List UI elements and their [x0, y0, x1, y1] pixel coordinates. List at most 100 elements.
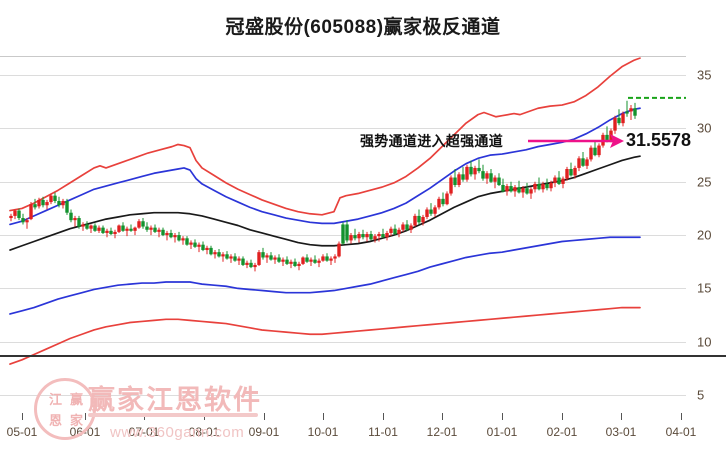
candle-body	[249, 262, 253, 268]
candle-body	[529, 189, 533, 194]
candle-body	[41, 199, 45, 206]
candle-body	[413, 215, 417, 226]
chart-plot-area	[0, 56, 686, 411]
x-axis-tick-label: 11-01	[368, 425, 398, 439]
watermark-seal-char: 恩	[48, 413, 62, 428]
page-title: 冠盛股份(605088)赢家极反通道	[225, 17, 501, 38]
candle-body	[105, 230, 109, 233]
y-axis-tick-label: 15	[697, 280, 712, 296]
x-axis-tick	[22, 413, 23, 420]
annotation-layer	[528, 96, 686, 148]
watermark-seal-char: 赢	[69, 392, 83, 407]
x-axis-tick-label: 05-01	[6, 425, 38, 439]
candle-body	[125, 228, 129, 231]
candle-body	[225, 254, 229, 259]
candle-body	[345, 224, 349, 241]
candle-body	[65, 200, 69, 213]
candle-body	[337, 243, 341, 257]
candle-body	[377, 234, 381, 237]
candle-body	[113, 231, 117, 235]
x-axis-tick-label: 10-01	[307, 425, 339, 439]
candle-body	[585, 159, 589, 166]
x-axis-tick	[621, 413, 622, 420]
x-axis-tick	[383, 413, 384, 420]
candle-body	[213, 252, 217, 255]
candle-body	[517, 187, 521, 193]
candle-body	[449, 177, 453, 194]
candle-body	[465, 166, 469, 180]
gridline	[0, 128, 686, 130]
candle-body	[29, 204, 33, 220]
candle-body	[77, 218, 81, 227]
x-axis-tick	[681, 413, 682, 420]
candle-body	[261, 252, 265, 258]
candle-body	[181, 238, 185, 241]
candle-body	[533, 183, 537, 190]
candle-body	[369, 234, 373, 240]
candle-body	[137, 221, 141, 228]
candle-body	[497, 177, 501, 185]
candle-body	[269, 255, 273, 260]
candle-body	[565, 169, 569, 179]
candle-body	[281, 259, 285, 262]
candle-body	[237, 258, 241, 261]
x-axis-tick	[264, 413, 265, 420]
candle-body	[121, 225, 125, 231]
candle-body	[301, 257, 305, 264]
watermark-seal-char: 家	[69, 413, 83, 428]
candle-body	[593, 147, 597, 156]
y-axis-tick-label: 5	[697, 387, 705, 403]
annotation-arrow-head	[610, 134, 624, 148]
candle-body	[357, 234, 361, 239]
x-axis-tick-label: 02-01	[546, 425, 578, 439]
candle-body	[581, 158, 585, 166]
candle-body	[433, 207, 437, 214]
candle-body	[525, 188, 529, 194]
candle-body	[245, 262, 249, 265]
watermark-brand: 赢家江恩软件	[88, 385, 262, 415]
candle-body	[197, 244, 201, 247]
candle-body	[289, 261, 293, 264]
candle-body	[313, 259, 317, 263]
candle-body	[145, 226, 149, 230]
candle-body	[461, 174, 465, 180]
channel-band-line	[9, 57, 641, 216]
x-axis-tick-label: 04-01	[665, 425, 697, 439]
x-axis-tick-label: 07-01	[128, 425, 160, 439]
candle-body	[37, 199, 41, 207]
candle-body	[241, 258, 245, 265]
candle-body	[97, 227, 101, 231]
candle-body	[421, 216, 425, 223]
y-axis-tick-label: 25	[697, 174, 712, 190]
candle-body	[49, 195, 53, 203]
y-axis-tick-label: 20	[697, 227, 712, 243]
candle-body	[201, 244, 205, 251]
candle-body	[329, 258, 333, 261]
candle-body	[33, 204, 37, 208]
candle-body	[157, 229, 161, 232]
gridline	[0, 75, 686, 77]
y-axis-tick-label: 10	[697, 334, 712, 350]
candle-body	[129, 228, 133, 231]
candle-body	[253, 264, 257, 268]
candle-body	[569, 169, 573, 176]
candle-body	[557, 177, 561, 184]
candle-body	[61, 200, 65, 206]
candle-body	[617, 117, 621, 124]
x-axis-tick	[442, 413, 443, 420]
x-axis-tick-label: 12-01	[426, 425, 458, 439]
candle-body	[101, 227, 105, 233]
candle-body	[549, 182, 553, 189]
candle-body	[353, 235, 357, 239]
candle-body	[73, 218, 77, 221]
candle-body	[309, 259, 313, 262]
channel-band-line	[9, 236, 641, 315]
candle-body	[293, 261, 297, 267]
candle-body	[297, 263, 301, 267]
candle-body	[545, 183, 549, 189]
candle-body	[93, 225, 97, 231]
watermark-seal-icon: 江赢恩家	[34, 378, 96, 440]
candle-body	[85, 224, 89, 229]
candle-body	[273, 257, 277, 260]
